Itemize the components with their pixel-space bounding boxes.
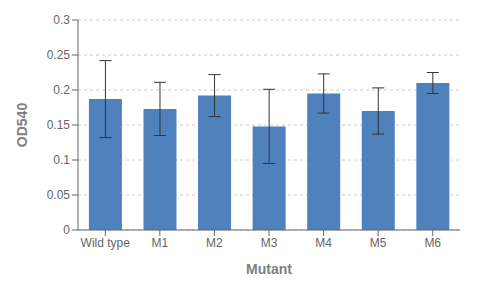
svg-text:0.25: 0.25 — [47, 48, 71, 62]
svg-text:M6: M6 — [424, 236, 441, 250]
svg-text:M3: M3 — [261, 236, 278, 250]
svg-text:M4: M4 — [315, 236, 332, 250]
svg-text:0: 0 — [63, 223, 70, 237]
svg-text:Mutant: Mutant — [246, 261, 292, 277]
svg-text:0.05: 0.05 — [47, 188, 71, 202]
svg-text:M2: M2 — [206, 236, 223, 250]
svg-text:0.1: 0.1 — [53, 153, 70, 167]
svg-text:0.15: 0.15 — [47, 118, 71, 132]
svg-text:0.3: 0.3 — [53, 13, 70, 27]
svg-text:0.2: 0.2 — [53, 83, 70, 97]
svg-text:OD540: OD540 — [14, 103, 30, 148]
svg-text:M5: M5 — [370, 236, 387, 250]
svg-text:M1: M1 — [152, 236, 169, 250]
svg-text:Wild type: Wild type — [81, 236, 131, 250]
